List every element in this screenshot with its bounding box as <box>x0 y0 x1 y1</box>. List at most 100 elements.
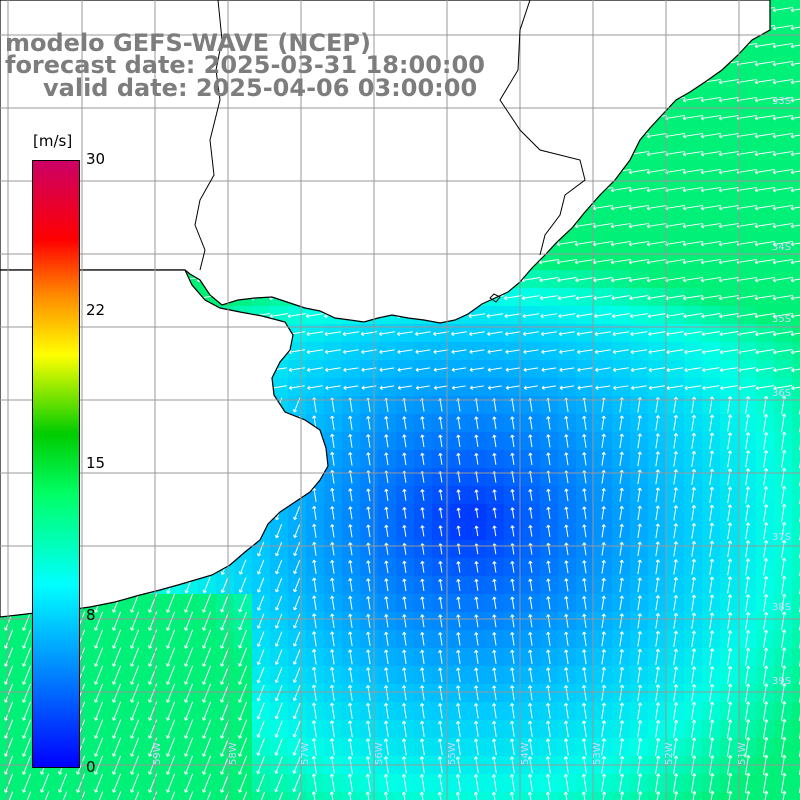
field-cell <box>648 486 667 505</box>
wind-arrow <box>473 720 479 737</box>
wind-arrow <box>474 489 479 501</box>
wind-arrow <box>582 578 587 592</box>
field-cell <box>234 720 253 739</box>
field-cell <box>774 396 793 415</box>
field-cell <box>90 720 109 739</box>
wind-arrow <box>546 506 551 519</box>
longitude-label: 58W <box>228 742 239 765</box>
wind-arrow <box>256 595 265 611</box>
wind-arrow <box>94 773 104 793</box>
wind-arrow <box>745 504 751 522</box>
wind-arrow <box>528 596 533 610</box>
wind-arrow <box>655 559 660 575</box>
wind-arrow <box>709 414 715 432</box>
field-cell <box>486 792 505 800</box>
field-cell <box>792 738 800 757</box>
field-cell <box>630 378 649 397</box>
field-cell <box>738 522 757 541</box>
wind-arrow <box>582 506 587 520</box>
wind-arrow <box>366 434 371 448</box>
wind-arrow <box>202 577 211 594</box>
wind-arrow <box>619 631 624 647</box>
wind-arrow <box>673 559 678 575</box>
field-cell <box>252 594 271 613</box>
wind-arrow <box>438 452 443 465</box>
field-cell <box>252 558 271 577</box>
field-cell <box>144 774 163 793</box>
field-cell <box>522 324 541 343</box>
field-cell <box>666 396 685 415</box>
field-cell <box>342 792 361 800</box>
wind-arrow <box>790 26 800 31</box>
field-cell <box>666 108 685 127</box>
field-cell <box>198 612 217 631</box>
wind-arrow <box>709 486 715 503</box>
field-cell <box>234 612 253 631</box>
wind-arrow <box>256 577 265 593</box>
longitude-label: 52W <box>664 742 675 765</box>
wind-arrow <box>754 204 775 211</box>
wind-arrow <box>348 613 353 628</box>
field-cell <box>774 774 793 793</box>
wind-arrow <box>745 683 751 703</box>
field-cell <box>684 738 703 757</box>
field-cell <box>162 612 181 631</box>
wind-arrow <box>773 349 793 355</box>
field-cell <box>756 450 775 469</box>
wind-arrow <box>325 367 341 373</box>
wind-arrow <box>384 506 389 519</box>
wind-arrow <box>420 614 425 628</box>
longitude-label: 59W <box>152 742 163 765</box>
field-cell <box>738 432 757 451</box>
wind-arrow <box>383 720 389 738</box>
wind-arrow <box>116 791 122 800</box>
field-cell <box>738 234 757 253</box>
wind-arrow <box>433 349 449 354</box>
field-cell <box>270 594 289 613</box>
wind-arrow <box>256 649 265 666</box>
wind-arrow <box>745 612 751 630</box>
field-cell <box>702 180 721 199</box>
wind-arrow <box>342 331 360 337</box>
wind-arrow <box>184 611 194 631</box>
wind-arrow <box>655 702 661 720</box>
wind-arrow <box>379 367 395 372</box>
field-cell <box>0 738 19 757</box>
wind-arrow <box>582 613 587 628</box>
field-cell <box>540 270 559 289</box>
wind-arrow <box>505 385 520 390</box>
wind-arrow <box>402 488 407 501</box>
field-cell <box>540 792 559 800</box>
field-cell <box>702 144 721 163</box>
wind-arrow <box>420 525 425 537</box>
field-cell <box>252 720 271 739</box>
wind-arrow <box>402 578 407 592</box>
wind-arrow <box>790 224 800 229</box>
wind-arrow <box>754 150 775 157</box>
field-cell <box>216 594 235 613</box>
wind-arrow <box>709 701 715 720</box>
wind-arrow <box>558 331 575 337</box>
field-cell <box>54 792 73 800</box>
wind-arrow <box>781 413 787 433</box>
field-cell <box>594 198 613 217</box>
field-cell <box>702 630 721 649</box>
wind-arrow <box>619 702 625 720</box>
field-cell <box>756 774 775 793</box>
wind-arrow <box>564 596 569 610</box>
latitude-label: 36S <box>772 388 791 399</box>
field-cell <box>324 378 343 397</box>
field-cell <box>594 558 613 577</box>
wind-arrow <box>700 132 721 139</box>
wind-arrow <box>324 331 342 337</box>
wind-arrow <box>772 222 793 229</box>
wind-arrow <box>492 452 497 465</box>
wind-arrow <box>438 525 443 537</box>
wind-arrow <box>94 737 104 757</box>
wind-arrow <box>415 367 431 372</box>
field-cell <box>792 486 800 505</box>
wind-arrow <box>619 791 625 800</box>
field-cell <box>702 540 721 559</box>
field-cell <box>666 630 685 649</box>
wind-arrow <box>474 452 479 465</box>
